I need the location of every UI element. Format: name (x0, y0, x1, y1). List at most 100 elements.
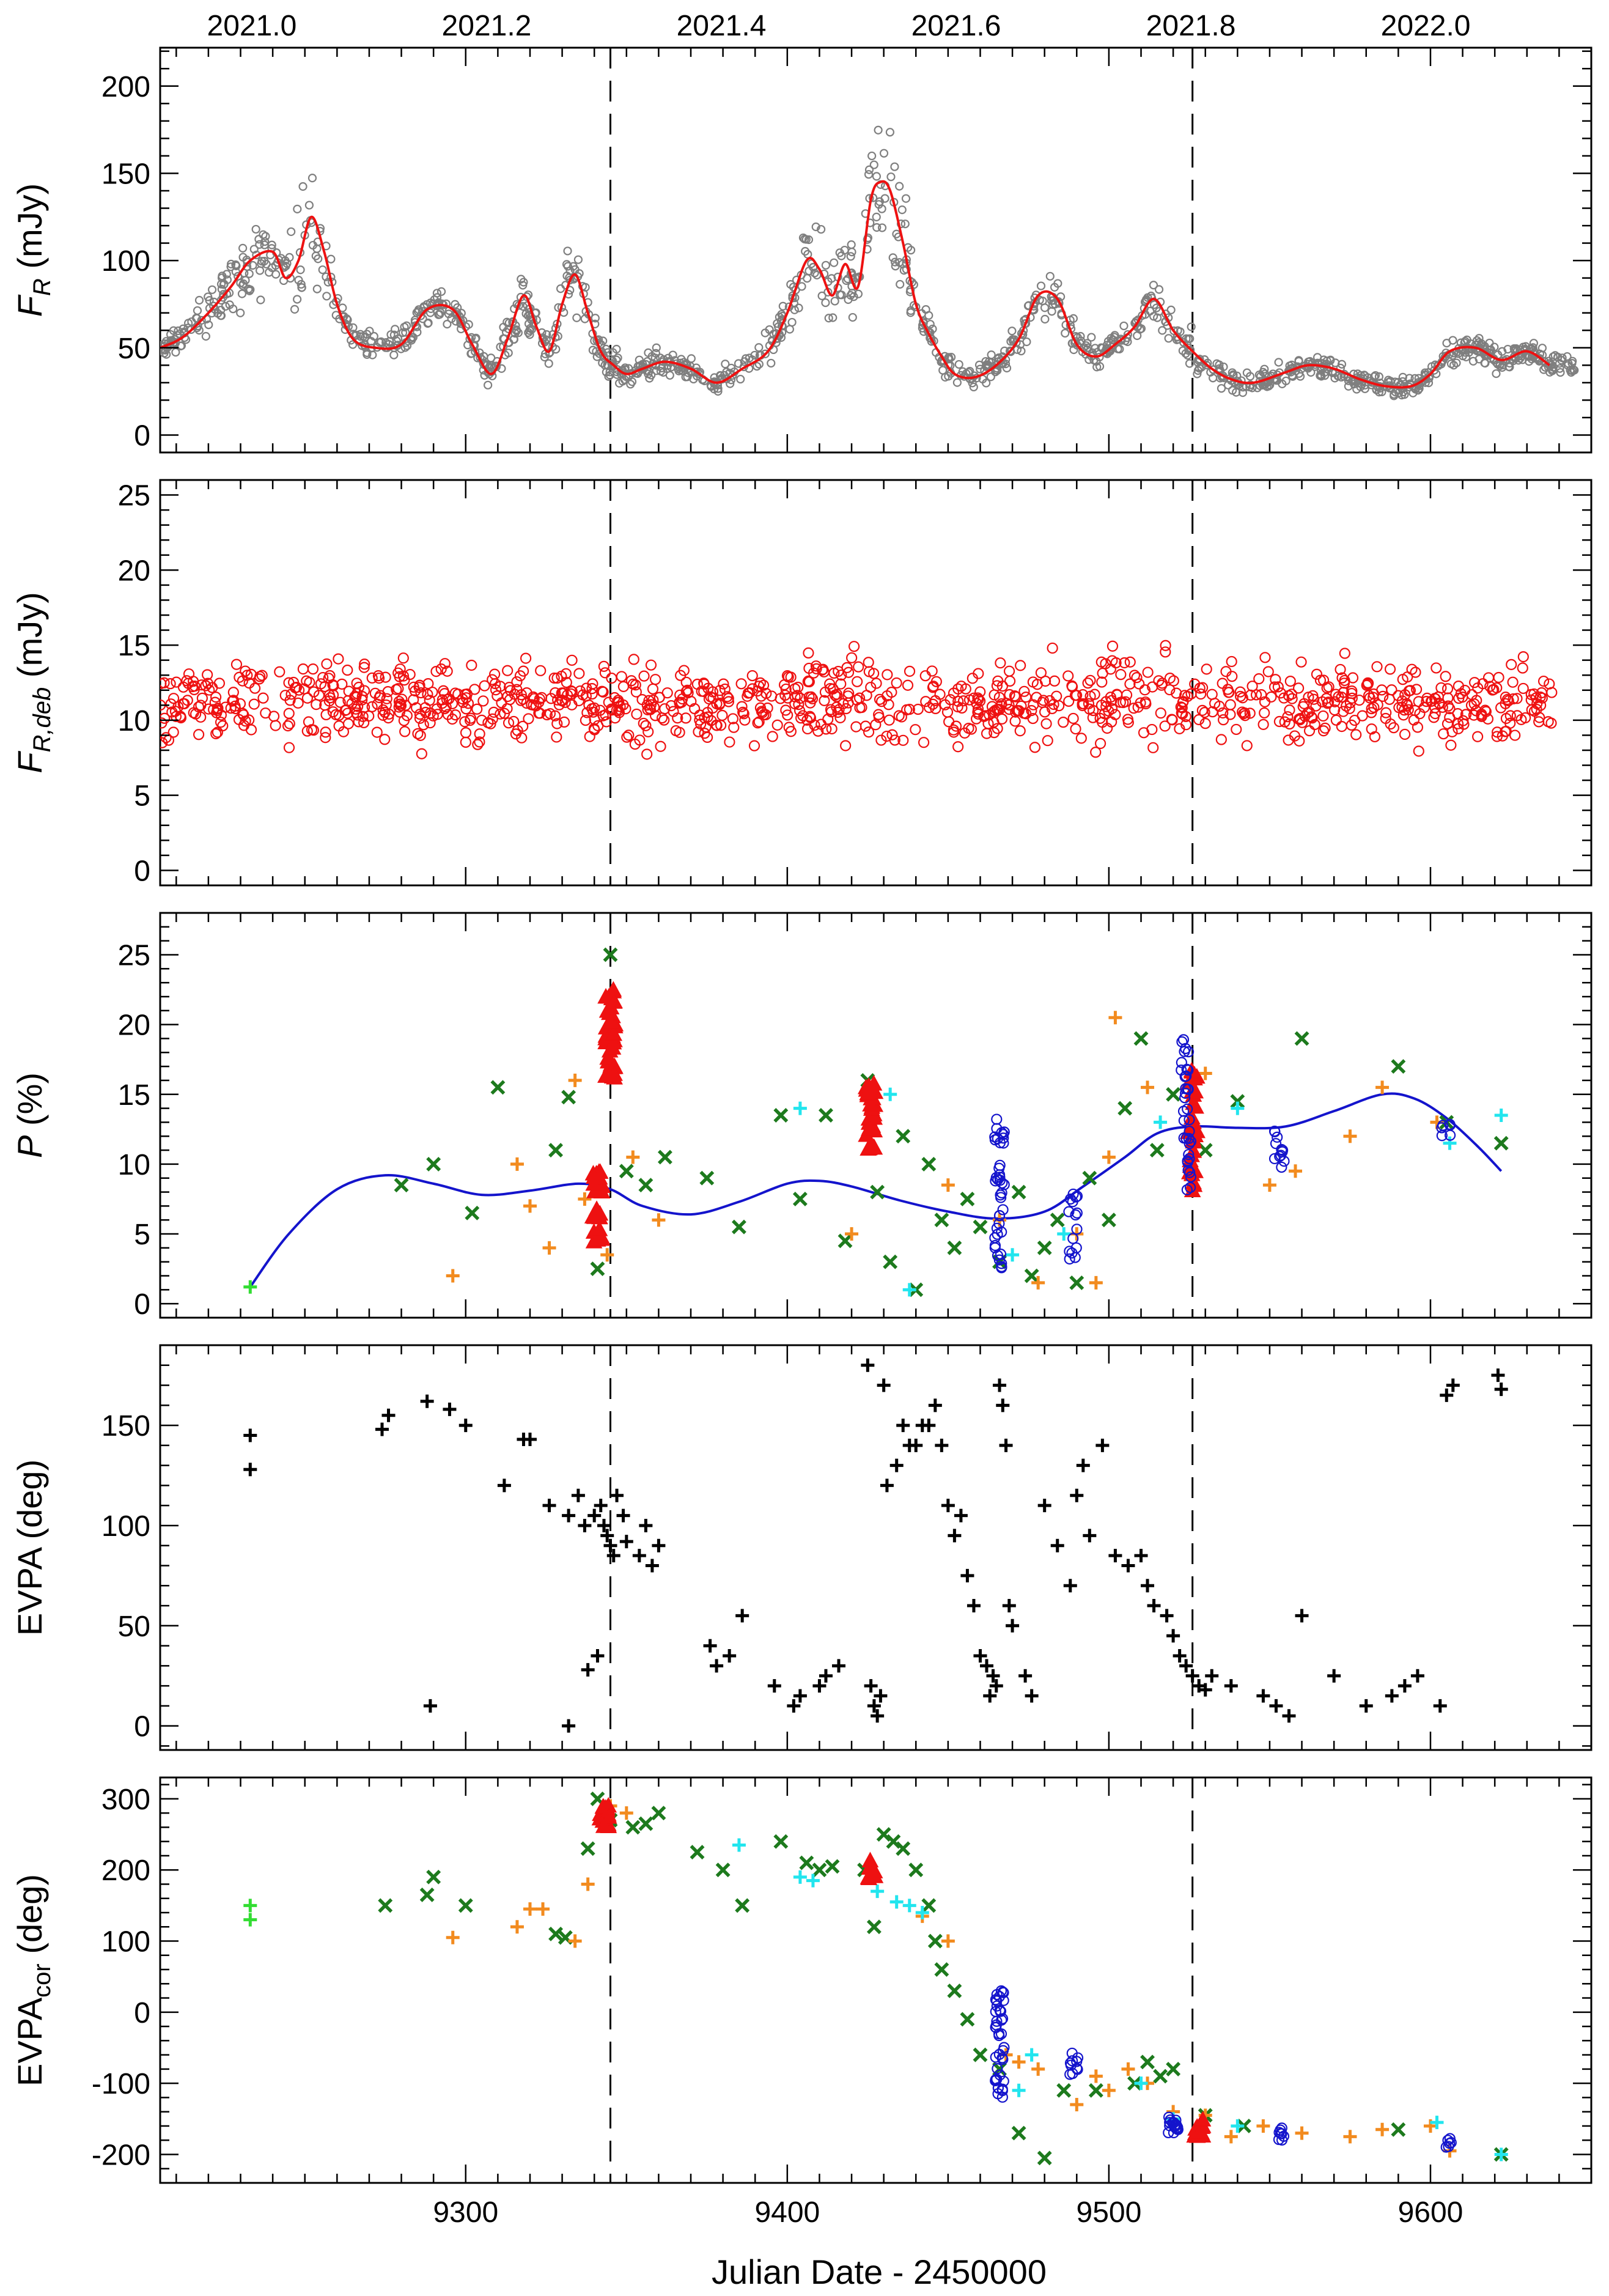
deb-flux-point (1075, 733, 1087, 744)
deb-flux-point (1397, 674, 1408, 685)
deb-flux-point (1106, 703, 1118, 715)
deb-flux-point (831, 701, 842, 713)
deb-flux-point (1297, 717, 1308, 728)
deb-flux-point (502, 690, 514, 703)
black-plus-point (581, 1663, 595, 1677)
flux-point (467, 349, 476, 358)
deb-flux-point (371, 726, 383, 738)
deb-flux-point (836, 669, 847, 681)
flux-point (1110, 333, 1119, 342)
green-x-point (603, 947, 618, 962)
deb-flux-point (1402, 704, 1414, 715)
deb-flux-point (165, 698, 177, 710)
deb-flux-point (439, 658, 451, 670)
flux-point (1006, 347, 1015, 356)
deb-flux-point (753, 716, 765, 728)
flux-point (1178, 346, 1187, 355)
deb-flux-point (1062, 670, 1074, 682)
deb-flux-point (379, 706, 391, 718)
deb-flux-point (641, 748, 653, 760)
flux-point (1173, 332, 1182, 341)
panel-polarization-data (243, 913, 1509, 1318)
y-tick-label: 150 (101, 158, 150, 190)
y-label-main: F (10, 294, 49, 317)
flux-point (987, 350, 996, 360)
orange-plus-point (652, 1213, 666, 1227)
deb-flux-point (208, 704, 219, 715)
deb-flux-point (835, 678, 847, 690)
flux-point (991, 367, 1000, 377)
black-plus-point (979, 1659, 993, 1673)
black-plus-point (832, 1659, 845, 1673)
deb-flux-point (414, 679, 425, 692)
flux-point (436, 308, 445, 317)
black-plus-point (867, 1699, 881, 1713)
deb-flux-point (771, 719, 783, 731)
flux-point (1228, 368, 1237, 377)
deb-flux-point (1341, 700, 1352, 712)
deb-flux-point (1402, 700, 1413, 711)
deb-flux-point (366, 672, 378, 684)
red-triangle-point (861, 1120, 878, 1136)
deb-flux-point (334, 696, 346, 708)
y-tick-label: -100 (92, 2068, 150, 2100)
flux-point (821, 260, 831, 270)
flux-point (1481, 358, 1490, 368)
blue-open-circle-point (1066, 1247, 1078, 1259)
black-plus-point (874, 1689, 888, 1703)
deb-flux-point (1199, 707, 1210, 718)
black-plus-point (996, 1398, 1010, 1412)
deb-flux-point (803, 675, 814, 687)
flux-point (297, 283, 306, 292)
deb-flux-point (846, 652, 858, 663)
deb-flux-point (1244, 707, 1256, 719)
deb-flux-point (680, 712, 691, 724)
green-x-point (394, 1178, 409, 1193)
y-label-main: EVPA (10, 1997, 49, 2086)
cyan-plus-point (1231, 1101, 1245, 1115)
deb-flux-point (860, 720, 872, 732)
flux-point (369, 331, 378, 341)
deb-flux-point (1039, 706, 1051, 718)
black-plus-point (889, 1458, 904, 1472)
flux-point (976, 364, 985, 374)
deb-flux-point (254, 673, 265, 685)
deb-flux-point (1063, 695, 1075, 707)
green-x-point (960, 1192, 975, 1206)
black-plus-point (767, 1679, 781, 1693)
deb-flux-point (1380, 707, 1392, 718)
deb-flux-point (718, 678, 729, 690)
deb-flux-point (748, 740, 760, 751)
deb-flux-point (1035, 667, 1047, 679)
flux-point (811, 222, 820, 232)
deb-flux-point (1346, 687, 1358, 700)
cyan-plus-point (806, 1873, 820, 1888)
flux-point (205, 296, 214, 305)
deb-flux-point (1058, 717, 1069, 728)
flux-point (1069, 314, 1078, 323)
flux-point (1555, 364, 1564, 373)
deb-flux-point (597, 686, 609, 698)
deb-flux-point (991, 680, 1003, 692)
deb-flux-point (696, 685, 707, 697)
green-x-point (819, 1108, 833, 1123)
flux-point (603, 348, 613, 357)
flux-point (693, 367, 702, 377)
flux-point (290, 305, 300, 314)
orange-plus-point (523, 1902, 537, 1916)
black-plus-point (619, 1535, 633, 1549)
lime-plus-point (243, 1280, 257, 1294)
deb-flux-point (460, 736, 471, 748)
black-plus-point (562, 1719, 576, 1733)
black-plus-point (1166, 1629, 1180, 1643)
green-x-point (490, 1080, 506, 1095)
deb-flux-point (1350, 729, 1362, 740)
red-triangle-point (597, 987, 614, 1004)
flux-point (824, 314, 833, 323)
deb-flux-point (210, 692, 222, 703)
flux-point (563, 246, 572, 256)
deb-flux-point (1164, 673, 1176, 684)
deb-flux-point (1507, 676, 1519, 688)
flux-point (1185, 359, 1195, 368)
deb-flux-point (1528, 706, 1541, 717)
